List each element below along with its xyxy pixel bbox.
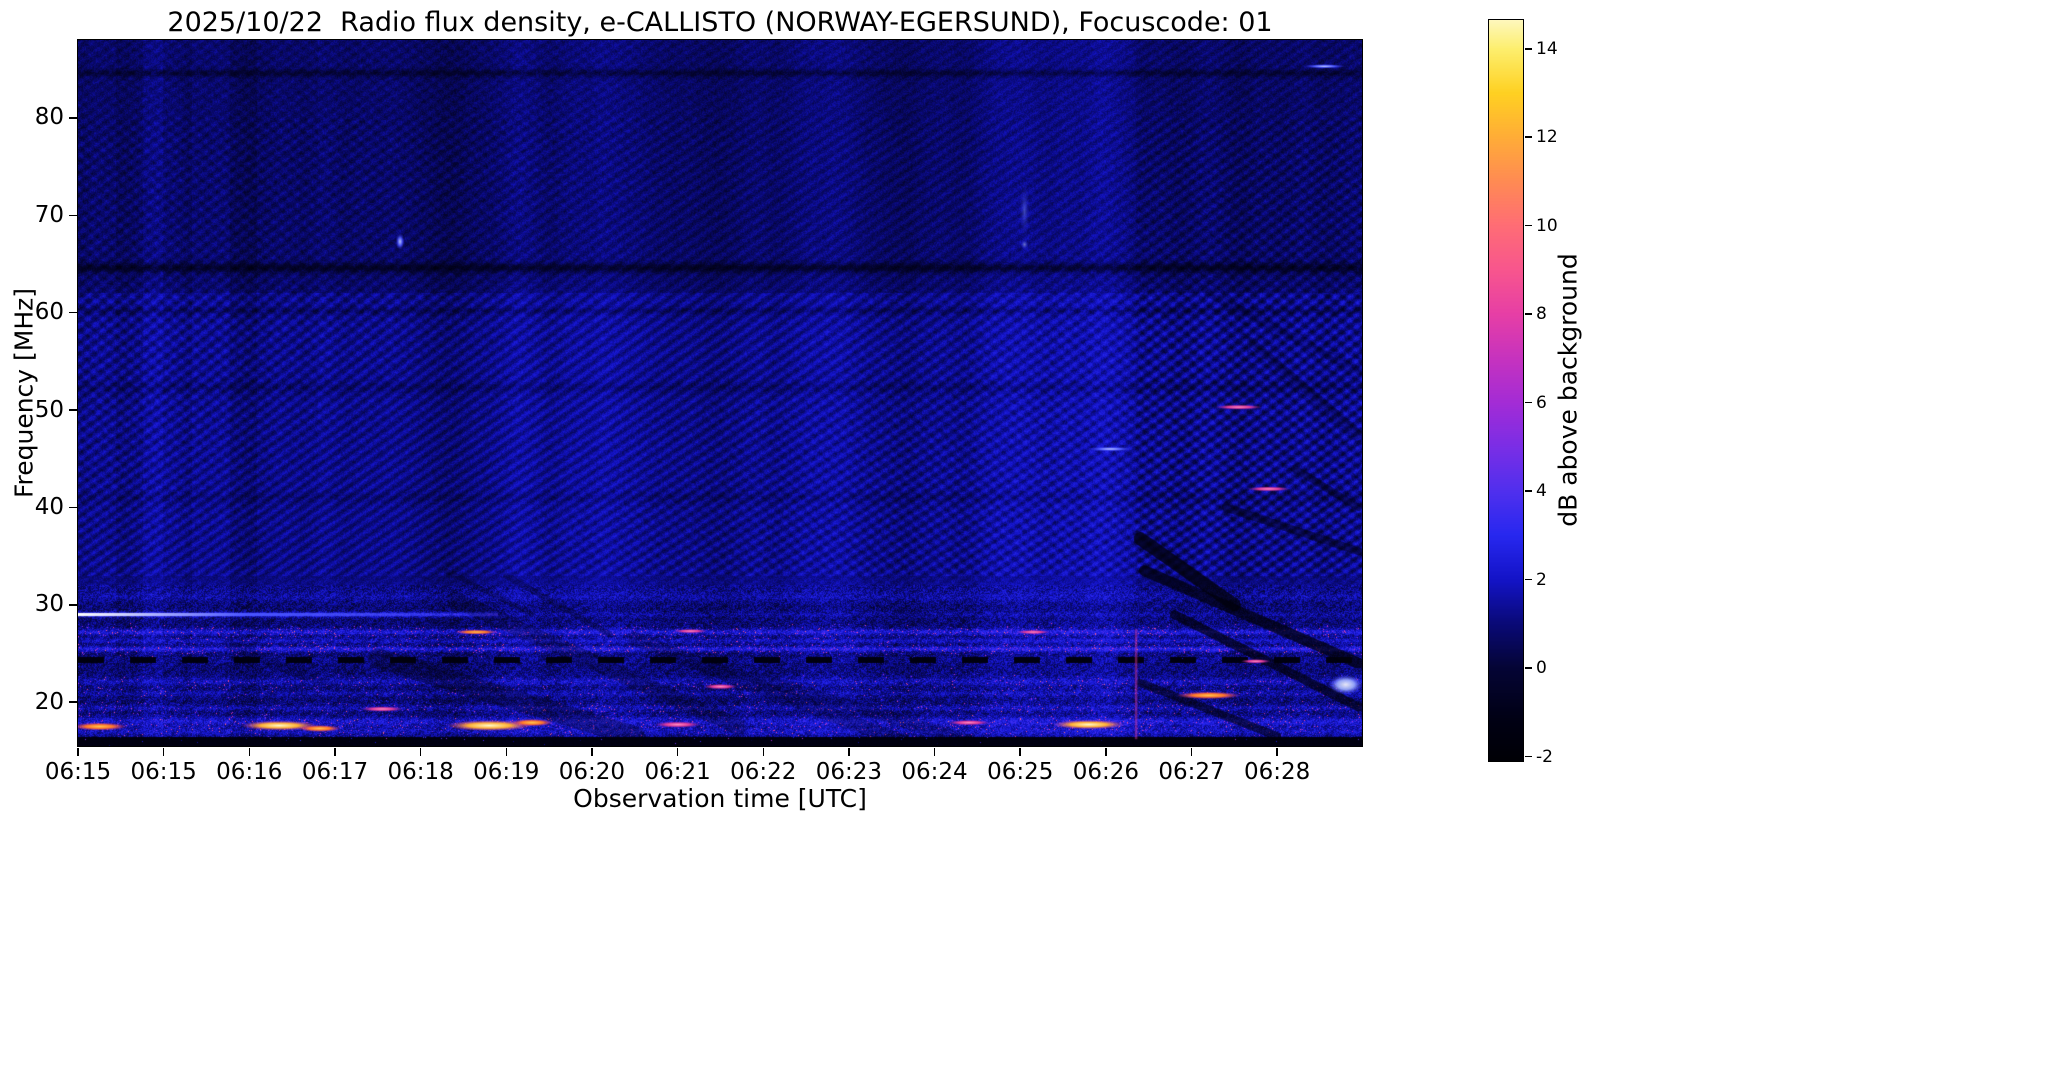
x-tick-label: 06:27 — [1158, 759, 1225, 785]
colorbar-tick-mark — [1525, 667, 1532, 669]
x-tick-label: 06:21 — [644, 759, 711, 785]
y-tick-mark — [69, 214, 77, 217]
colorbar — [1488, 19, 1524, 762]
colorbar-tick-label: 2 — [1536, 569, 1547, 590]
colorbar-tick-mark — [1525, 224, 1532, 227]
colorbar-tick-label: 0 — [1536, 658, 1547, 679]
x-tick-mark — [1276, 747, 1278, 756]
y-tick-label: 20 — [34, 688, 64, 715]
x-tick-label: 06:25 — [987, 759, 1054, 785]
x-tick-mark — [162, 747, 165, 756]
y-tick-label: 40 — [34, 493, 64, 520]
x-tick-mark — [591, 747, 593, 756]
x-tick-label: 06:28 — [1244, 759, 1311, 785]
y-tick-label: 70 — [34, 201, 64, 228]
x-tick-mark — [1190, 747, 1193, 756]
y-tick-mark — [69, 701, 77, 703]
x-tick-label: 06:16 — [216, 759, 283, 785]
x-tick-mark — [1019, 747, 1021, 756]
y-tick-label: 60 — [34, 299, 64, 326]
colorbar-tick-mark — [1525, 578, 1532, 581]
colorbar-tick-mark — [1525, 490, 1532, 492]
x-tick-label: 06:17 — [301, 759, 369, 785]
x-tick-mark — [77, 747, 79, 756]
colorbar-tick-label: 4 — [1536, 481, 1547, 502]
x-tick-mark — [419, 747, 422, 756]
y-tick-label: 50 — [34, 396, 64, 423]
chart-title: 2025/10/22 Radio flux density, e-CALLIST… — [167, 7, 1273, 38]
x-tick-mark — [762, 747, 764, 756]
x-tick-mark — [848, 747, 850, 756]
y-tick-mark — [69, 604, 77, 606]
y-tick-mark — [69, 311, 77, 314]
colorbar-label: dB above background — [1553, 253, 1583, 527]
x-tick-mark — [676, 747, 679, 756]
colorbar-tick-label: 8 — [1536, 304, 1547, 325]
x-tick-label: 06:15 — [44, 759, 112, 785]
y-tick-mark — [69, 117, 77, 119]
colorbar-tick-label: 6 — [1536, 392, 1547, 413]
colorbar-tick-label: 14 — [1536, 38, 1558, 59]
x-tick-label: 06:19 — [473, 759, 540, 785]
colorbar-tick-label: 12 — [1536, 127, 1558, 148]
x-tick-label: 06:18 — [387, 759, 454, 785]
x-tick-label: 06:22 — [730, 759, 797, 785]
x-tick-label: 06:15 — [130, 759, 197, 785]
x-tick-mark — [248, 747, 251, 756]
x-tick-label: 06:24 — [901, 759, 968, 785]
colorbar-tick-mark — [1525, 313, 1532, 315]
y-tick-mark — [69, 409, 77, 411]
x-tick-label: 06:26 — [1072, 759, 1140, 785]
spectrogram-canvas — [77, 39, 1363, 747]
y-tick-label: 80 — [34, 104, 64, 131]
colorbar-tick-mark — [1525, 755, 1532, 758]
colorbar-tick-mark — [1525, 48, 1532, 50]
x-axis-label: Observation time [UTC] — [573, 784, 867, 813]
colorbar-tick-label: -2 — [1536, 746, 1553, 767]
colorbar-tick-label: 10 — [1536, 215, 1558, 236]
y-tick-label: 30 — [34, 591, 64, 618]
x-tick-mark — [505, 747, 508, 756]
x-tick-label: 06:23 — [815, 759, 883, 785]
x-tick-mark — [933, 747, 936, 756]
colorbar-tick-mark — [1525, 401, 1532, 404]
x-tick-label: 06:20 — [558, 759, 626, 785]
x-tick-mark — [1105, 747, 1107, 756]
x-tick-mark — [334, 747, 336, 756]
colorbar-tick-mark — [1525, 136, 1532, 138]
y-tick-mark — [69, 506, 77, 509]
